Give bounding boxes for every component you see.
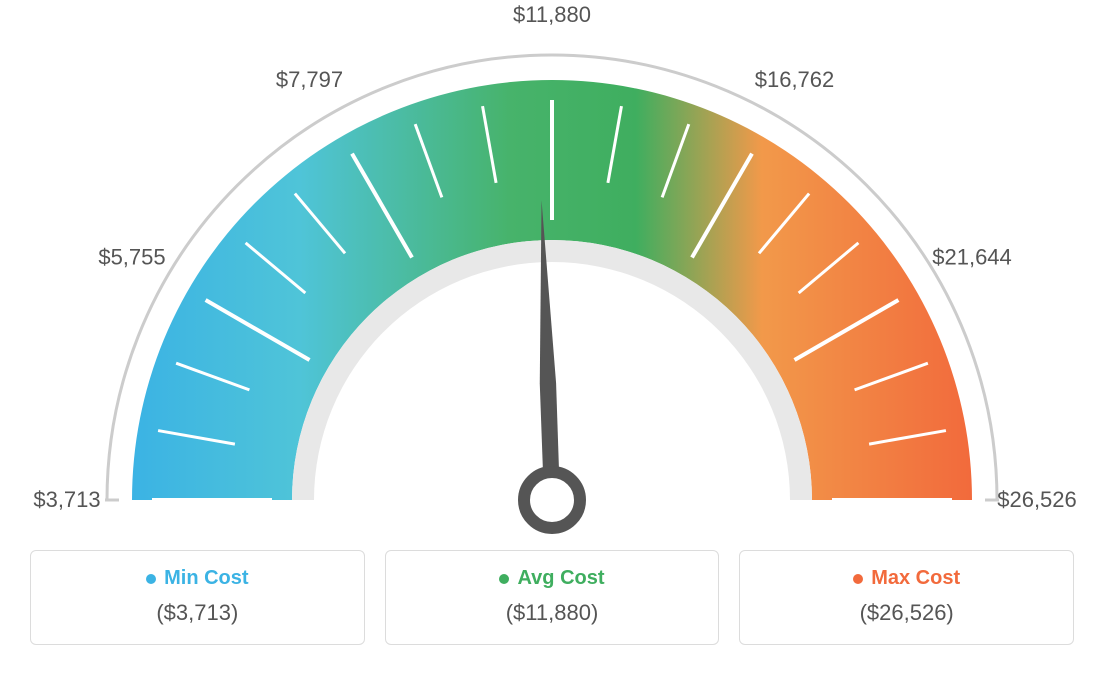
avg-cost-dot-icon (499, 574, 509, 584)
gauge-tick-label: $21,644 (932, 245, 1012, 270)
min-cost-label: Min Cost (164, 567, 248, 590)
gauge-svg: $3,713 $5,755 $7,797 $11,880 $16,762 $21,644 $… (0, 0, 1104, 540)
gauge-tick-label: $5,755 (98, 245, 165, 270)
min-cost-title: Min Cost (41, 567, 354, 590)
max-cost-card: Max Cost ($26,526) (739, 550, 1074, 645)
gauge-tick-label: $16,762 (755, 67, 835, 92)
avg-cost-value: ($11,880) (396, 600, 709, 626)
max-cost-value: ($26,526) (750, 600, 1063, 626)
min-cost-value: ($3,713) (41, 600, 354, 626)
max-cost-title: Max Cost (750, 567, 1063, 590)
max-cost-dot-icon (853, 574, 863, 584)
gauge-tick-label: $3,713 (33, 487, 100, 512)
avg-cost-title: Avg Cost (396, 567, 709, 590)
gauge-tick-label: $7,797 (276, 67, 343, 92)
avg-cost-card: Avg Cost ($11,880) (385, 550, 720, 645)
min-cost-card: Min Cost ($3,713) (30, 550, 365, 645)
gauge-tick-label: $26,526 (997, 487, 1077, 512)
summary-cards: Min Cost ($3,713) Avg Cost ($11,880) Max… (0, 540, 1104, 645)
max-cost-label: Max Cost (871, 567, 960, 590)
gauge-chart: $3,713 $5,755 $7,797 $11,880 $16,762 $21,644 $… (0, 0, 1104, 540)
avg-cost-label: Avg Cost (517, 567, 604, 590)
gauge-tick-label: $11,880 (513, 2, 591, 27)
min-cost-dot-icon (146, 574, 156, 584)
